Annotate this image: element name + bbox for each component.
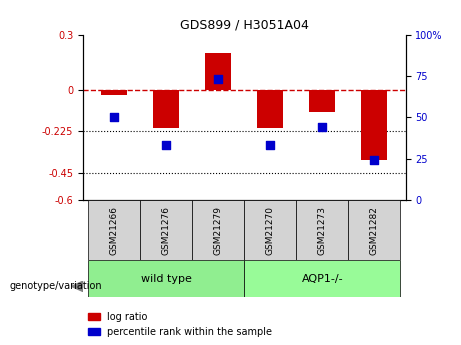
- FancyBboxPatch shape: [296, 200, 349, 260]
- FancyBboxPatch shape: [192, 200, 244, 260]
- Text: GSM21282: GSM21282: [370, 206, 379, 255]
- Text: AQP1-/-: AQP1-/-: [301, 274, 343, 284]
- Point: [371, 158, 378, 163]
- Text: GSM21273: GSM21273: [318, 206, 327, 255]
- Point: [266, 143, 274, 148]
- FancyBboxPatch shape: [244, 200, 296, 260]
- Text: GSM21266: GSM21266: [110, 206, 119, 255]
- Bar: [153, 90, 179, 128]
- FancyBboxPatch shape: [349, 200, 401, 260]
- Bar: [257, 90, 284, 128]
- FancyBboxPatch shape: [140, 200, 192, 260]
- Text: GSM21276: GSM21276: [162, 206, 171, 255]
- Point: [111, 115, 118, 120]
- Bar: [101, 90, 127, 95]
- Polygon shape: [71, 281, 83, 292]
- Point: [163, 143, 170, 148]
- Bar: [361, 90, 387, 160]
- FancyBboxPatch shape: [244, 260, 401, 297]
- FancyBboxPatch shape: [88, 200, 140, 260]
- Point: [319, 125, 326, 130]
- Bar: [309, 90, 336, 112]
- Title: GDS899 / H3051A04: GDS899 / H3051A04: [180, 19, 309, 32]
- Text: GSM21270: GSM21270: [266, 206, 275, 255]
- Bar: [205, 53, 231, 90]
- Text: wild type: wild type: [141, 274, 192, 284]
- Text: GSM21279: GSM21279: [214, 206, 223, 255]
- FancyBboxPatch shape: [88, 260, 244, 297]
- Text: genotype/variation: genotype/variation: [9, 282, 102, 291]
- Point: [215, 77, 222, 82]
- Legend: log ratio, percentile rank within the sample: log ratio, percentile rank within the sa…: [88, 312, 272, 337]
